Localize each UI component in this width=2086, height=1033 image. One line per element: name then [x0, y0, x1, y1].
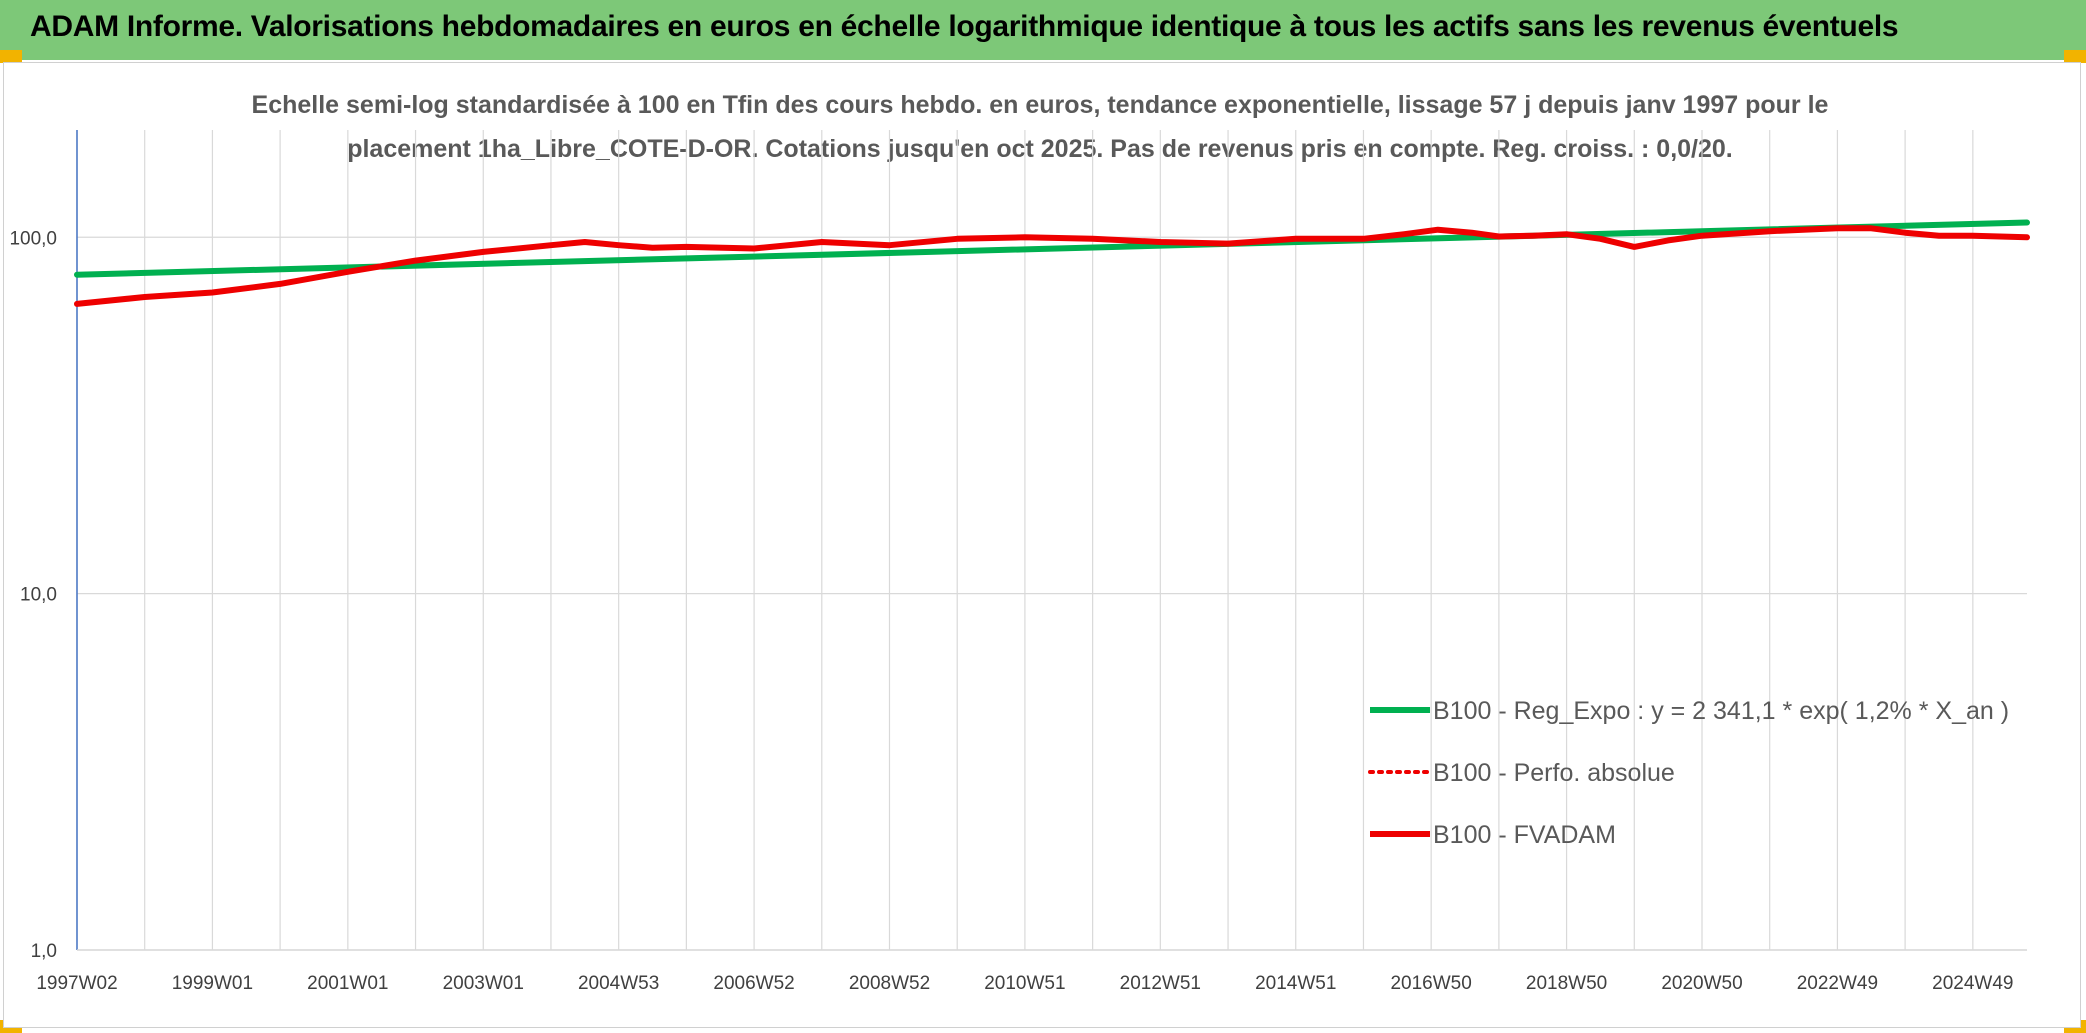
series-line-0 [74, 219, 2030, 278]
chart-subtitle-line-1: Echelle semi-log standardisée à 100 en T… [251, 91, 1829, 119]
x-tick-label: 2016W50 [1390, 973, 1471, 994]
x-tick-label: 2003W01 [443, 973, 524, 994]
corner-accent-top-right [2064, 50, 2086, 63]
x-tick-label: 2012W51 [1120, 973, 1201, 994]
y-tick-label: 1,0 [31, 941, 57, 962]
grid-lines [76, 130, 2027, 951]
legend-label-0: B100 - Reg_Expo : y = 2 341,1 * exp( 1,2… [1433, 697, 2009, 725]
x-tick-label: 2006W52 [713, 973, 794, 994]
x-tick-label: 2008W52 [849, 973, 930, 994]
page-title: ADAM Informe. Valorisations hebdomadaire… [30, 10, 1899, 43]
x-tick-label: 1997W02 [36, 973, 117, 994]
y-tick-label: 100,0 [9, 228, 57, 249]
x-tick-label: 2001W01 [307, 973, 388, 994]
x-tick-label: 2018W50 [1526, 973, 1607, 994]
x-tick-label: 2004W53 [578, 973, 659, 994]
x-tick-label: 2014W51 [1255, 973, 1336, 994]
axes [76, 130, 2027, 951]
tick-labels: 1,0 10,0 100,0 1997W02 1999W01 2001W01 2003W01… [9, 228, 2013, 994]
legend-label-2: B100 - FVADAM [1433, 821, 1616, 849]
series-lines [74, 219, 2030, 307]
header-band: ADAM Informe. Valorisations hebdomadaire… [0, 0, 2086, 60]
x-tick-label: 2010W51 [984, 973, 1065, 994]
series-line-2 [74, 225, 2030, 307]
legend: B100 - Reg_Expo : y = 2 341,1 * exp( 1,2… [1368, 697, 2009, 849]
x-tick-label: 1999W01 [172, 973, 253, 994]
x-tick-label: 2022W49 [1797, 973, 1878, 994]
x-tick-label: 2020W50 [1661, 973, 1742, 994]
corner-accent-top-left [0, 50, 22, 63]
y-tick-label: 10,0 [20, 585, 57, 606]
chart-area [3, 62, 2081, 1028]
chart-subtitle: Echelle semi-log standardisée à 100 en T… [200, 83, 1880, 171]
x-tick-label: 2024W49 [1932, 973, 2013, 994]
chart-subtitle-line-2: placement 1ha_Libre_COTE-D-OR. Cotations… [347, 135, 1733, 163]
legend-label-1: B100 - Perfo. absolue [1433, 759, 1675, 787]
